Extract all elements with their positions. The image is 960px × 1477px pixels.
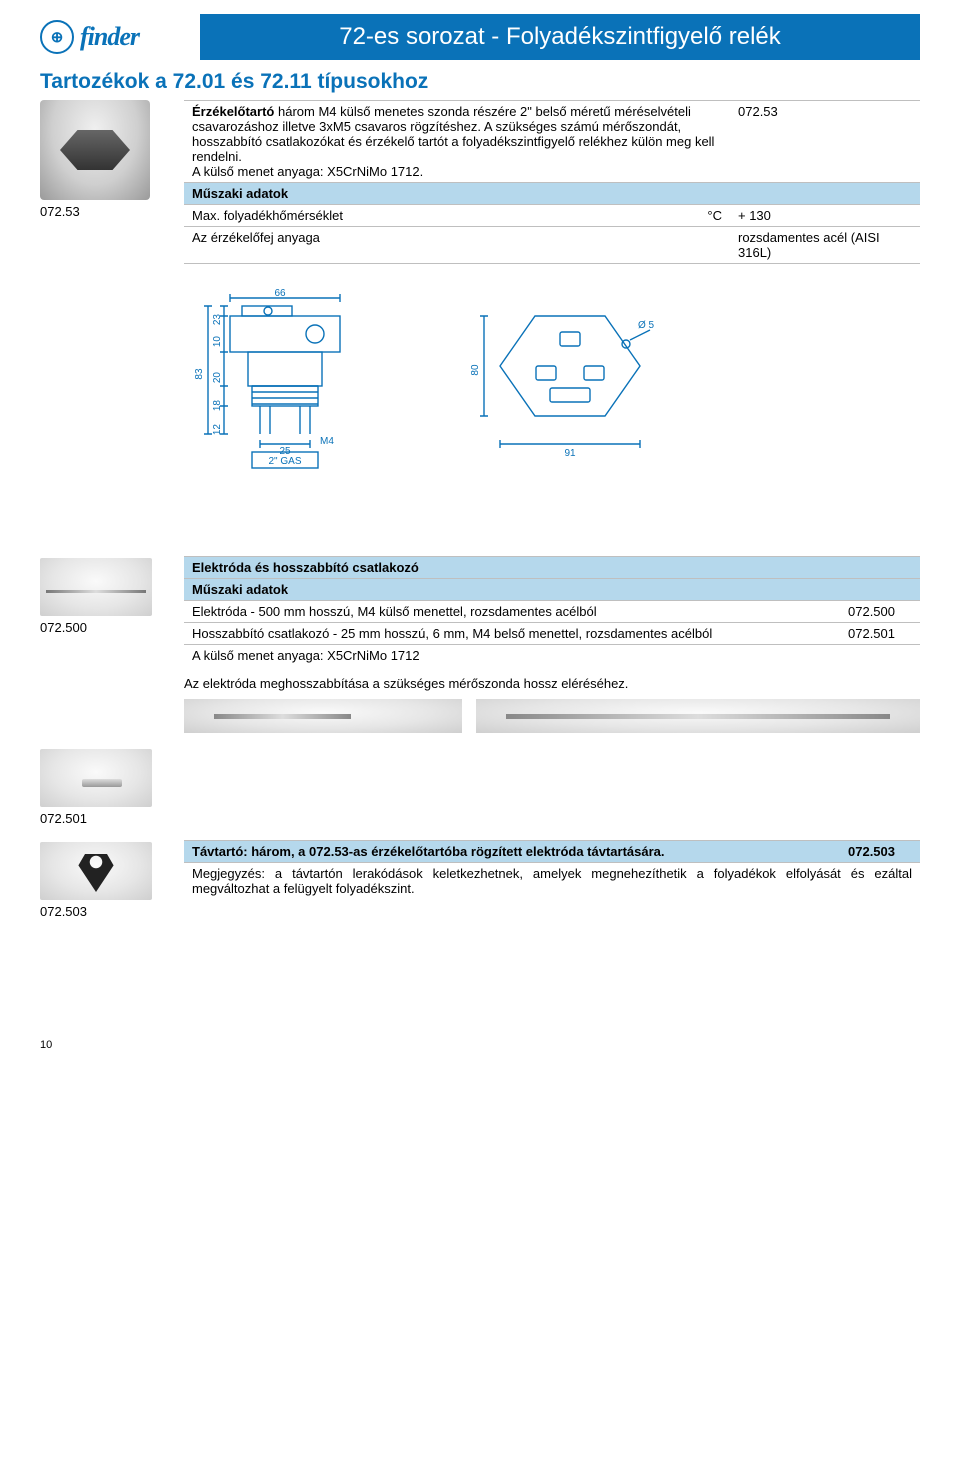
svg-text:10: 10 (212, 336, 223, 348)
spec-table-07253: Érzékelőtartó három M4 külső menetes szo… (184, 100, 920, 264)
spec-unit: °C (690, 205, 730, 227)
spec-value: 072.500 (840, 601, 920, 623)
spec-table-072503: Távtartó: három, a 072.53-as érzékelőtar… (184, 840, 920, 899)
svg-text:80: 80 (470, 364, 481, 376)
svg-text:91: 91 (564, 448, 576, 459)
tech-header-row: Műszaki adatok (184, 579, 920, 601)
coupler-photo (40, 749, 152, 807)
svg-text:66: 66 (274, 288, 286, 299)
side-view-drawing: 66 83 23 10 20 18 12 25 M4 2" GAS (180, 286, 380, 486)
electrode-photo (40, 558, 152, 616)
part-code-cell: 072.53 (730, 101, 920, 183)
blue-row-label: Távtartó: három, a 072.53-as érzékelőtar… (184, 841, 840, 863)
spacer-note: Megjegyzés: a távtartón lerakódások kele… (184, 863, 920, 900)
spec-label: Hosszabbító csatlakozó - 25 mm hosszú, 6… (184, 623, 840, 645)
svg-text:2" GAS: 2" GAS (268, 456, 301, 467)
spec-table-072500: Elektróda és hosszabbító csatlakozó Műsz… (184, 556, 920, 666)
spacer-photo (40, 842, 152, 900)
part-code-072500: 072.500 (40, 620, 158, 635)
electrode-assembly-photo-1 (184, 699, 462, 733)
spec-value: 072.501 (840, 623, 920, 645)
row-header: Elektróda és hosszabbító csatlakozó (184, 557, 920, 579)
logo-text: finder (80, 22, 139, 52)
logo-mark-icon: ⊕ (40, 20, 74, 54)
spec-value: rozsdamentes acél (AISI 316L) (730, 227, 920, 264)
extension-note: Az elektróda meghosszabbítása a szüksége… (184, 676, 920, 691)
section-subheading: Tartozékok a 72.01 és 72.11 típusokhoz (40, 70, 920, 94)
header-band: ⊕ finder 72-es sorozat - Folyadékszintfi… (40, 14, 920, 60)
brand-logo: ⊕ finder (40, 17, 180, 57)
technical-drawings: 66 83 23 10 20 18 12 25 M4 2" GAS (180, 286, 920, 486)
svg-text:23: 23 (212, 314, 223, 326)
spec-label: A külső menet anyaga: X5CrNiMo 1712 (184, 645, 920, 667)
page-number: 10 (40, 1039, 920, 1051)
spec-value: + 130 (730, 205, 920, 227)
spec-label: Az érzékelőfej anyaga (184, 227, 730, 264)
sensor-holder-photo (40, 100, 150, 200)
part-code-07253: 072.53 (40, 204, 158, 219)
svg-text:83: 83 (194, 368, 205, 380)
tech-header-row: Műszaki adatok (184, 183, 920, 205)
electrode-assembly-photo-2 (476, 699, 920, 733)
top-view-drawing: 80 91 Ø 5 (440, 286, 660, 486)
svg-text:Ø 5: Ø 5 (638, 320, 655, 331)
part-code-072503: 072.503 (40, 904, 158, 919)
spec-label: Max. folyadékhőmérséklet (184, 205, 690, 227)
description-cell: Érzékelőtartó három M4 külső menetes szo… (184, 101, 730, 183)
page-title: 72-es sorozat - Folyadékszintfigyelő rel… (200, 14, 920, 60)
svg-text:12: 12 (212, 424, 223, 436)
svg-text:20: 20 (212, 372, 223, 384)
svg-text:M4: M4 (320, 436, 334, 447)
blue-row-value: 072.503 (840, 841, 920, 863)
spec-label: Elektróda - 500 mm hosszú, M4 külső mene… (184, 601, 840, 623)
svg-text:18: 18 (212, 400, 223, 412)
part-code-072501: 072.501 (40, 811, 158, 826)
